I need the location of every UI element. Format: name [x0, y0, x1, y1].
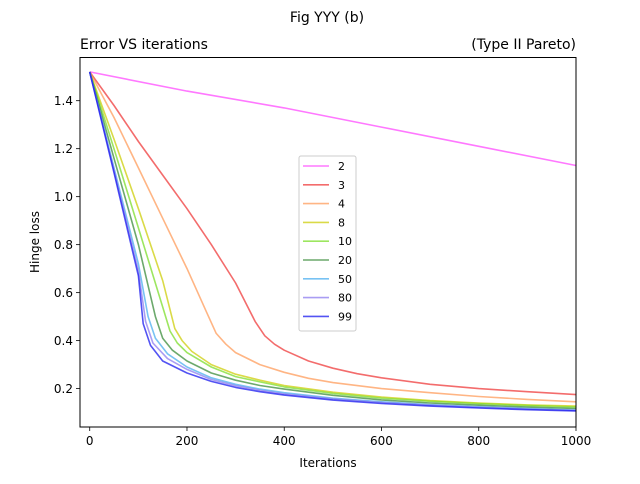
x-tick-label: 200 — [176, 434, 199, 448]
plot-frame — [79, 57, 577, 428]
y-tick-label: 0.6 — [54, 286, 73, 300]
x-axis-title: Iterations — [299, 456, 356, 470]
y-tick-label: 0.4 — [54, 334, 73, 348]
y-tick-label: 0.2 — [54, 382, 73, 396]
series-line-99 — [88, 71, 577, 412]
y-tick-label: 1.4 — [54, 94, 73, 108]
legend: 2 3 4 8 10 20 50 80 99 — [298, 155, 357, 332]
series-line-2 — [89, 71, 577, 167]
series-line-10 — [88, 71, 577, 408]
figure-suptitle: Fig YYY (b) — [290, 10, 364, 26]
legend-label: 8 — [338, 216, 345, 229]
legend-label: 10 — [338, 235, 352, 248]
legend-label: 4 — [338, 198, 345, 211]
x-tick-label: 0 — [86, 434, 94, 448]
legend-label: 2 — [338, 160, 345, 173]
legend-label: 3 — [338, 179, 345, 192]
ticks-layer: 0 200 400 600 800 1000 0.2 0.4 0.6 0.8 1.0 1.2 1.4 — [54, 94, 591, 448]
y-tick-label: 1.0 — [54, 190, 73, 204]
series-line-3 — [89, 71, 577, 396]
chart-title-right: (Type II Pareto) — [471, 37, 576, 53]
x-tick-label: 600 — [370, 434, 393, 448]
series-line-20 — [88, 71, 577, 410]
x-tick-label: 400 — [273, 434, 296, 448]
y-tick-label: 1.2 — [54, 142, 73, 156]
legend-label: 50 — [338, 273, 352, 286]
y-tick-label: 0.8 — [54, 238, 73, 252]
y-axis-title: Hinge loss — [28, 211, 42, 273]
x-tick-label: 1000 — [561, 434, 592, 448]
legend-label: 99 — [338, 310, 352, 323]
series-line-4 — [88, 71, 577, 403]
legend-label: 80 — [338, 292, 352, 305]
x-tick-label: 800 — [467, 434, 490, 448]
chart-title-left: Error VS iterations — [80, 37, 208, 53]
series-line-80 — [88, 71, 577, 412]
legend-box — [298, 155, 357, 332]
series-layer — [88, 71, 577, 412]
legend-label: 20 — [338, 254, 352, 267]
